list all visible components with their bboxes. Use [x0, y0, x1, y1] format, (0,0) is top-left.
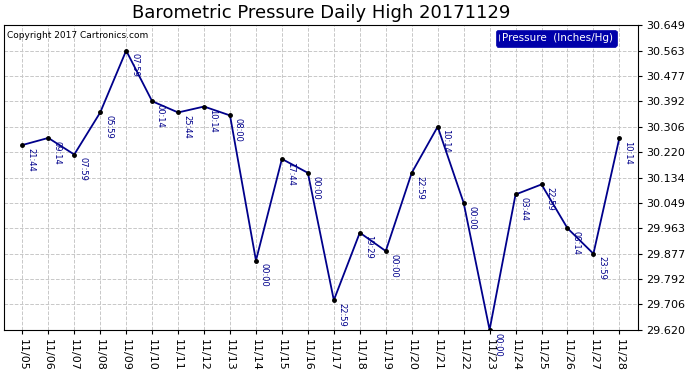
Text: 22:59: 22:59	[337, 303, 346, 327]
Text: 07:59: 07:59	[130, 53, 139, 77]
Text: 08:14: 08:14	[571, 231, 580, 255]
Title: Barometric Pressure Daily High 20171129: Barometric Pressure Daily High 20171129	[132, 4, 510, 22]
Text: 23:59: 23:59	[598, 256, 607, 280]
Text: 05:59: 05:59	[104, 115, 113, 139]
Text: 00:00: 00:00	[493, 333, 502, 356]
Text: 00:00: 00:00	[312, 176, 321, 200]
Text: 10:14: 10:14	[442, 129, 451, 153]
Text: 07:59: 07:59	[78, 157, 87, 181]
Text: 00:00: 00:00	[390, 254, 399, 278]
Text: 00:14: 00:14	[156, 104, 165, 128]
Text: 22:59: 22:59	[415, 176, 424, 200]
Text: 00:00: 00:00	[260, 263, 269, 287]
Text: 08:00: 08:00	[234, 118, 243, 142]
Text: 10:14: 10:14	[208, 110, 217, 133]
Text: 25:44: 25:44	[182, 115, 191, 139]
Text: 00:00: 00:00	[467, 206, 477, 229]
Text: 17:44: 17:44	[286, 162, 295, 186]
Text: Copyright 2017 Cartronics.com: Copyright 2017 Cartronics.com	[8, 31, 148, 40]
Text: 10:14: 10:14	[623, 141, 632, 165]
Text: 19:29: 19:29	[364, 236, 373, 259]
Text: 22:59: 22:59	[545, 187, 554, 211]
Legend: Pressure  (Inches/Hg): Pressure (Inches/Hg)	[496, 30, 616, 46]
Text: 21:44: 21:44	[26, 148, 35, 171]
Text: 09:14: 09:14	[52, 141, 61, 165]
Text: 03:44: 03:44	[520, 197, 529, 221]
